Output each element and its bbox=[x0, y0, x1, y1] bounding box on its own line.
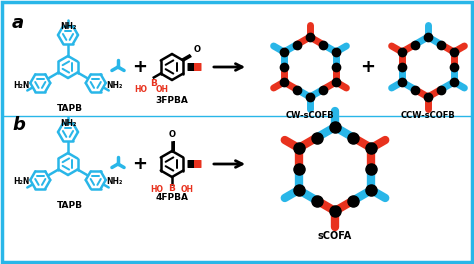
Text: 3FPBA: 3FPBA bbox=[155, 96, 189, 105]
Text: O: O bbox=[168, 130, 175, 139]
Text: NH₂: NH₂ bbox=[106, 177, 122, 186]
Text: 4FPBA: 4FPBA bbox=[155, 193, 189, 202]
Text: CW-sCOFB: CW-sCOFB bbox=[286, 111, 334, 120]
FancyBboxPatch shape bbox=[194, 160, 201, 168]
Text: H₂N: H₂N bbox=[14, 177, 30, 186]
Text: NH₂: NH₂ bbox=[106, 81, 122, 89]
Text: b: b bbox=[12, 116, 25, 134]
Text: H₂N: H₂N bbox=[14, 81, 30, 89]
Text: TAPB: TAPB bbox=[57, 201, 83, 210]
Text: OH: OH bbox=[156, 86, 169, 95]
Text: HO: HO bbox=[134, 86, 147, 95]
FancyBboxPatch shape bbox=[188, 63, 195, 71]
Text: +: + bbox=[133, 58, 147, 76]
Text: OH: OH bbox=[181, 185, 194, 194]
Text: sCOFA: sCOFA bbox=[318, 231, 352, 241]
Text: +: + bbox=[361, 58, 375, 76]
Text: NH₂: NH₂ bbox=[60, 119, 76, 128]
Text: NH₂: NH₂ bbox=[60, 22, 76, 31]
Text: TAPB: TAPB bbox=[57, 104, 83, 113]
Text: B: B bbox=[150, 79, 157, 88]
Text: +: + bbox=[133, 155, 147, 173]
FancyBboxPatch shape bbox=[188, 160, 195, 168]
FancyBboxPatch shape bbox=[194, 63, 201, 71]
Text: CCW-sCOFB: CCW-sCOFB bbox=[401, 111, 456, 120]
Text: B: B bbox=[169, 184, 175, 193]
Text: HO: HO bbox=[150, 185, 163, 194]
Text: a: a bbox=[12, 14, 24, 32]
Text: O: O bbox=[193, 45, 200, 54]
